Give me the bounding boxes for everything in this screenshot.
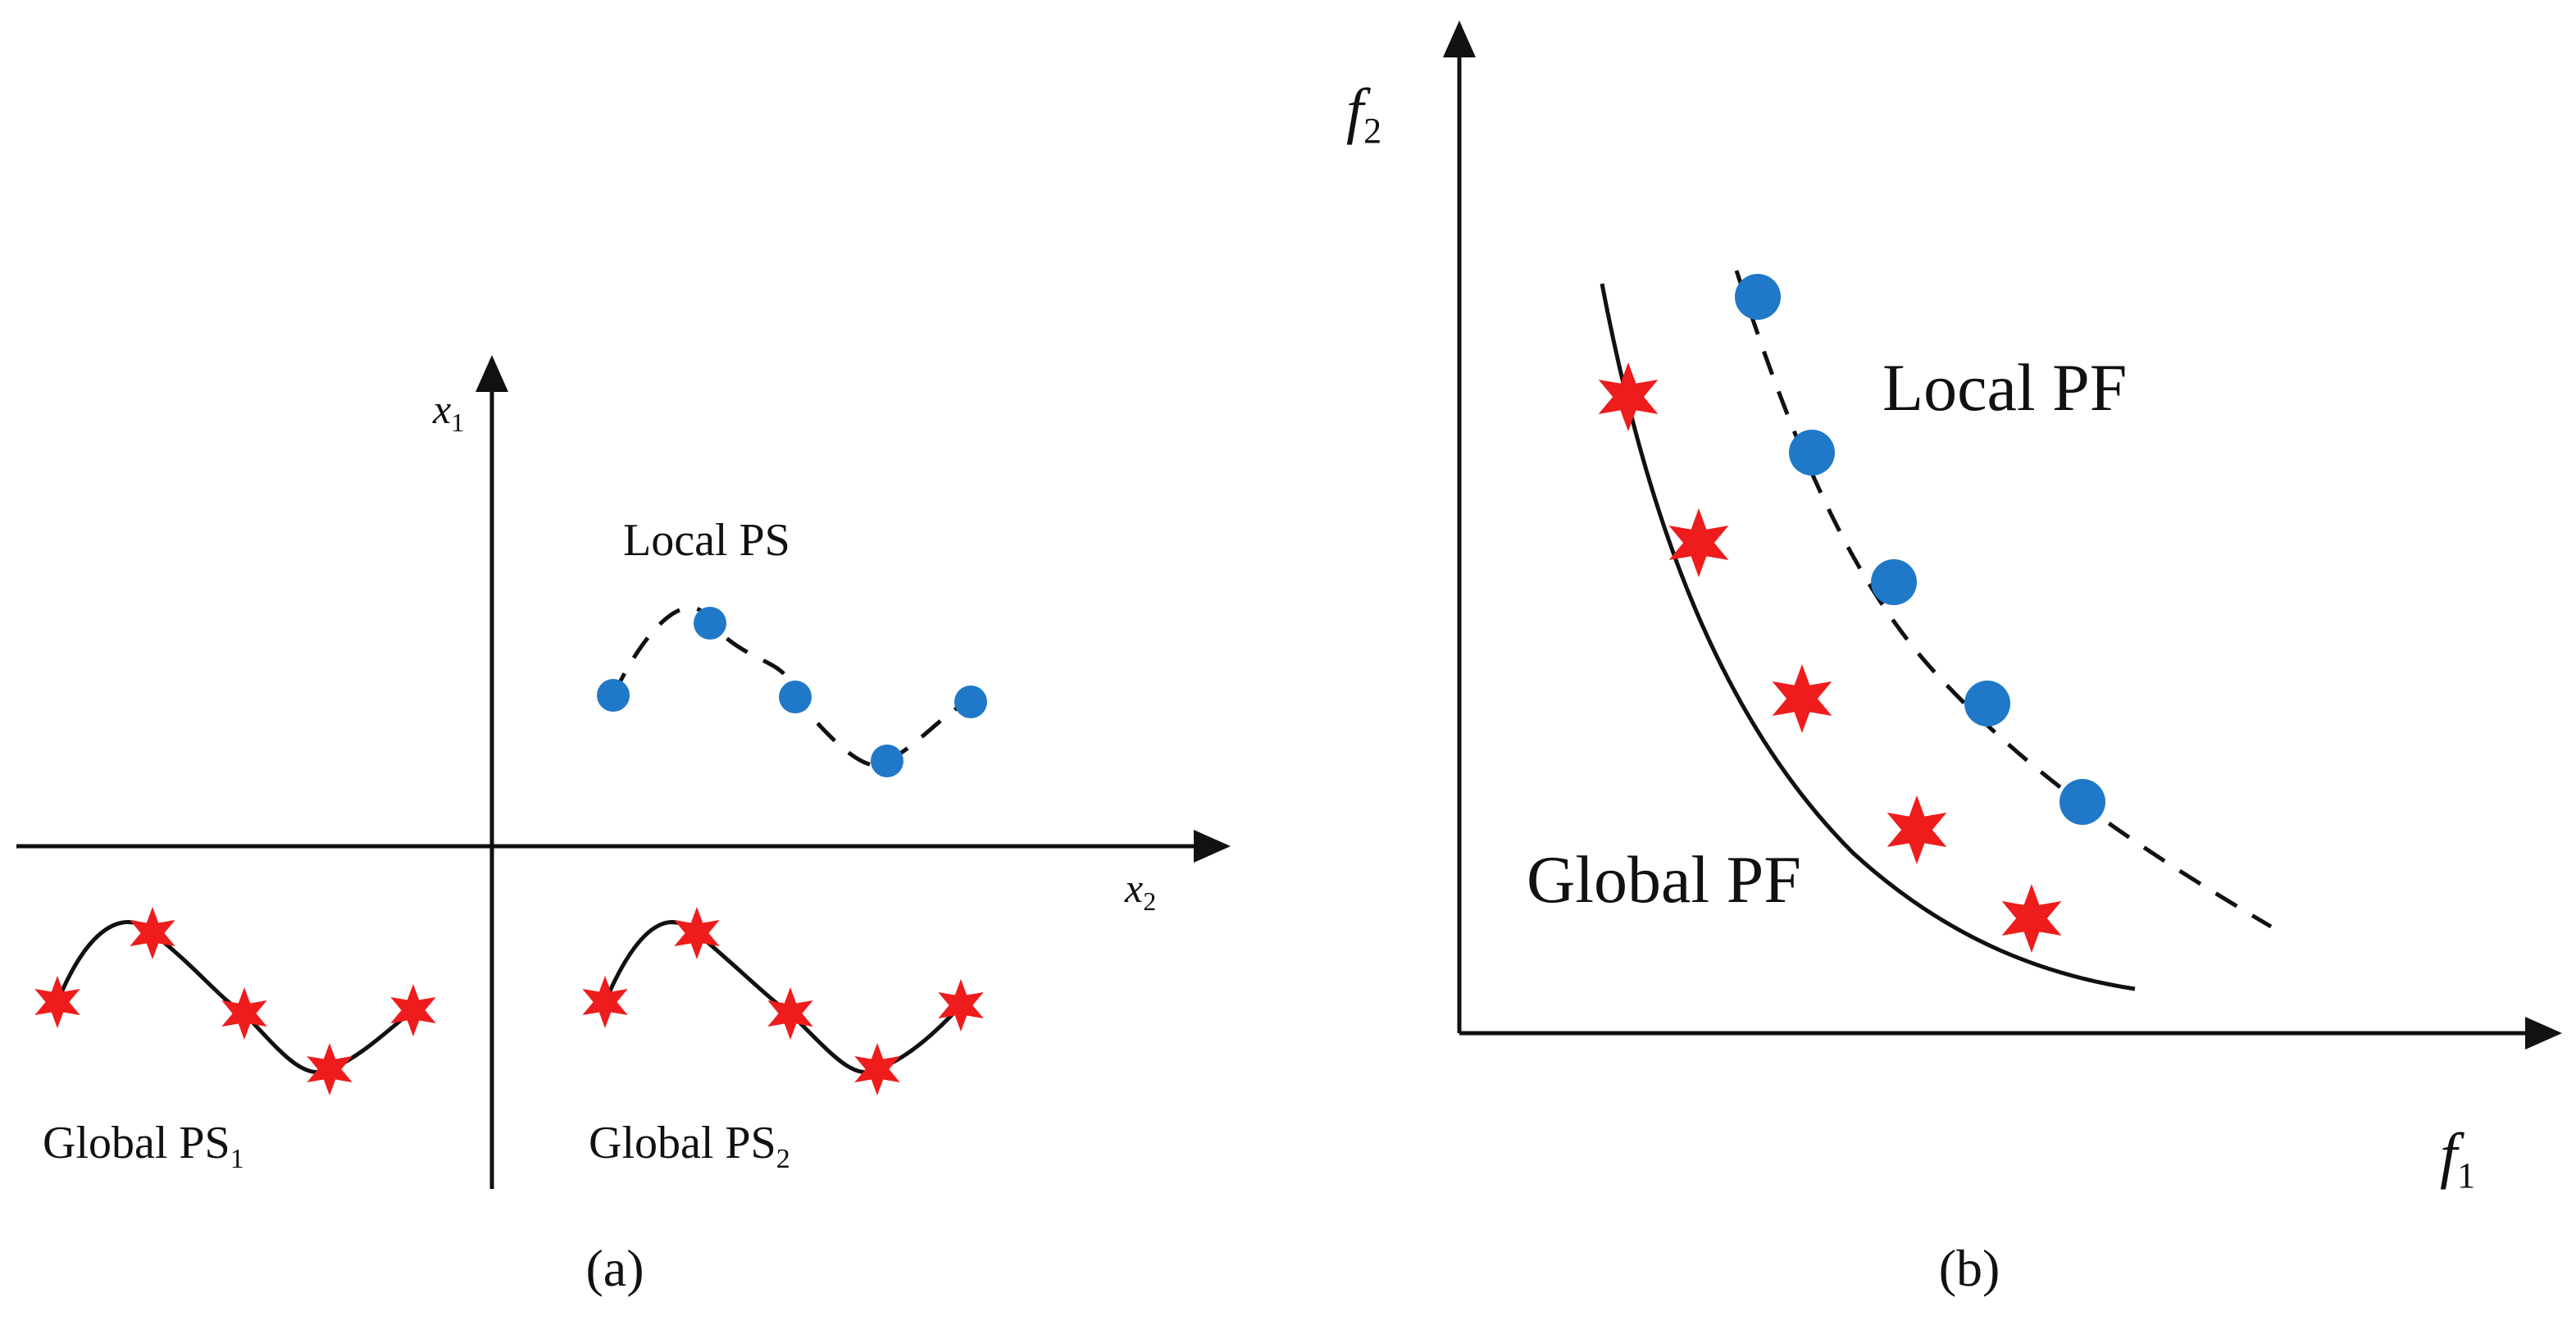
local-ps-point [597, 679, 630, 712]
local-pf-point [1789, 430, 1835, 476]
local-pf-curve [1734, 270, 2273, 929]
local-ps-label: Local PS [623, 515, 790, 566]
global-pf-point [1772, 664, 1832, 733]
global-ps2-point [854, 1043, 900, 1095]
local-ps-point [694, 607, 726, 640]
local-ps-point [871, 745, 903, 777]
global-ps2-markers [582, 907, 984, 1095]
local-pf-label: Local PF [1882, 350, 2127, 425]
global-pf-point [1598, 362, 1659, 431]
global-ps2-point [674, 907, 720, 959]
global-ps1-point [390, 984, 436, 1036]
global-ps1-label: Global PS1 [43, 1118, 244, 1174]
local-pf-point [1871, 559, 1917, 605]
caption-b: (b) [1939, 1239, 2000, 1297]
local-pf-point [1964, 681, 2010, 726]
global-ps1-curve [55, 920, 415, 1075]
global-ps1-markers [34, 907, 436, 1095]
local-ps-point [779, 681, 812, 713]
panel-b: f2 f1 Local PF Global PF (b) [1346, 20, 2562, 1297]
local-ps-markers [597, 607, 987, 777]
panel-a: x1 x2 Local PS Global PS1 Global PS2 (a) [16, 355, 1231, 1297]
x1-axis-label: x1 [432, 386, 464, 437]
local-ps-point [954, 685, 987, 718]
global-pf-curve [1600, 283, 2136, 991]
global-ps1-point [307, 1043, 353, 1095]
global-ps1-point [34, 976, 80, 1028]
global-ps2-point [582, 976, 628, 1028]
f2-axis-label: f2 [1346, 76, 1381, 151]
global-pf-point [2001, 884, 2062, 953]
local-pf-point [1735, 274, 1781, 320]
local-pf-point [2059, 779, 2105, 825]
global-pf-label: Global PF [1527, 842, 1801, 917]
global-ps2-curve [603, 920, 963, 1075]
global-ps2-label: Global PS2 [589, 1118, 790, 1174]
global-ps2-point [938, 979, 984, 1032]
local-pf-markers [1735, 274, 2105, 825]
global-ps2-point [767, 987, 813, 1040]
f1-axis-label: f1 [2440, 1121, 2475, 1196]
caption-a: (a) [585, 1239, 644, 1297]
x2-axis-label: x2 [1124, 865, 1156, 916]
global-pf-markers [1598, 362, 2062, 953]
global-ps1-point [130, 907, 175, 959]
global-pf-point [1886, 795, 1947, 864]
global-ps1-point [221, 987, 267, 1040]
global-pf-point [1668, 508, 1729, 577]
